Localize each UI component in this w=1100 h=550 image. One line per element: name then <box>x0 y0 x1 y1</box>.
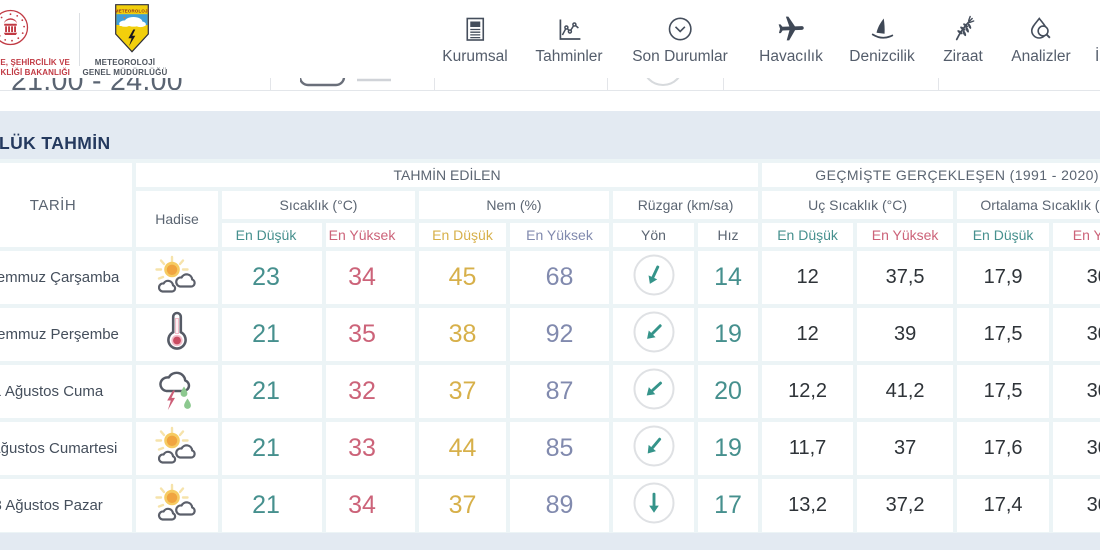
svg-text:METEOROLOJİ: METEOROLOJİ <box>115 9 149 14</box>
